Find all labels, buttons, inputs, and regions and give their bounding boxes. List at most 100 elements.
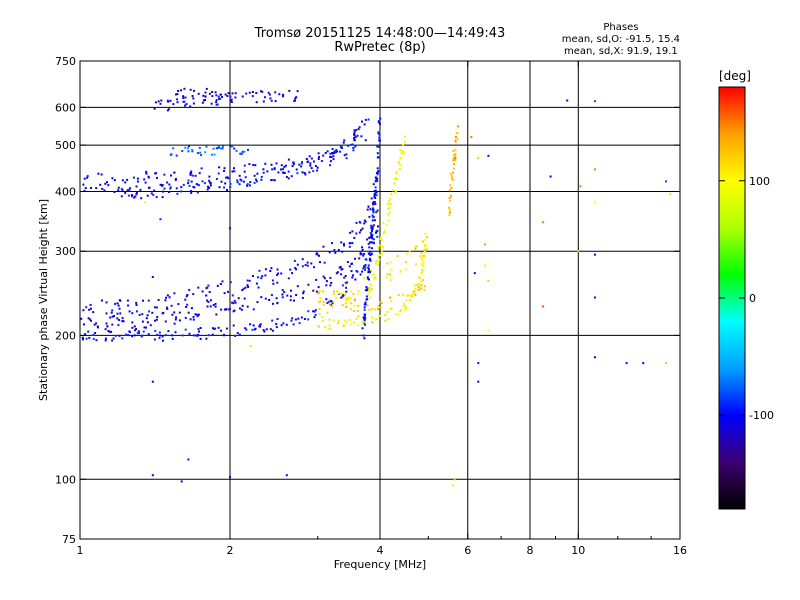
echo-point: [89, 303, 92, 306]
echo-point: [211, 91, 214, 93]
echo-point: [131, 312, 134, 315]
echo-point: [337, 292, 340, 295]
echo-point: [162, 190, 165, 193]
echo-point: [191, 174, 194, 177]
echo-point: [207, 334, 210, 337]
echo-point: [95, 322, 98, 325]
echo-point: [180, 186, 183, 189]
echo-point: [365, 295, 368, 298]
echo-point: [403, 308, 406, 311]
echo-point: [281, 296, 284, 299]
echo-point: [184, 96, 187, 99]
echo-point: [83, 189, 86, 192]
echo-point: [453, 478, 456, 481]
echo-point: [396, 255, 399, 258]
echo-point: [255, 180, 258, 183]
echo-point: [487, 279, 490, 282]
echo-point: [420, 280, 422, 283]
echo-point: [87, 330, 90, 333]
echo-point: [161, 312, 164, 315]
echo-point: [452, 157, 455, 160]
echo-point: [296, 172, 299, 175]
echo-point: [210, 153, 213, 156]
echo-point: [371, 227, 374, 230]
echo-point: [111, 309, 114, 312]
echo-point: [353, 129, 356, 132]
echo-point: [423, 248, 426, 251]
echo-point: [421, 268, 423, 271]
echo-point: [258, 269, 261, 272]
echo-point: [368, 286, 371, 289]
echo-point: [185, 306, 188, 308]
echo-point: [367, 271, 370, 274]
echo-point: [234, 335, 237, 337]
echo-point: [347, 144, 350, 147]
echo-point: [386, 310, 389, 313]
echo-point: [342, 325, 345, 328]
echo-point: [189, 173, 192, 176]
echo-point: [353, 299, 356, 302]
echo-point: [138, 332, 140, 335]
echo-point: [157, 100, 160, 103]
echo-point: [364, 317, 367, 320]
echo-point: [298, 322, 301, 325]
echo-point: [367, 264, 370, 267]
echo-point: [270, 294, 273, 297]
echo-point: [248, 279, 251, 282]
echo-point: [208, 179, 210, 182]
echo-point: [111, 315, 114, 318]
echo-point: [381, 252, 384, 255]
echo-point: [116, 302, 119, 305]
echo-point: [370, 230, 373, 233]
echo-point: [417, 286, 420, 289]
echo-point: [312, 310, 315, 313]
echo-point: [355, 129, 358, 132]
echo-point: [343, 242, 345, 245]
echo-point: [82, 338, 84, 341]
echo-point: [301, 171, 304, 174]
echo-point: [231, 92, 234, 95]
echo-point: [227, 290, 229, 293]
echo-point: [345, 298, 348, 301]
echo-point: [324, 152, 327, 154]
echo-point: [274, 100, 277, 103]
stats-label: Phases: [603, 22, 639, 33]
echo-point: [451, 176, 454, 179]
echo-point: [370, 247, 373, 250]
echo-point: [323, 261, 326, 264]
echo-point: [379, 254, 382, 256]
echo-point: [395, 172, 398, 175]
echo-point: [133, 196, 136, 199]
echo-point: [448, 207, 451, 210]
echo-point: [187, 458, 190, 461]
echo-point: [370, 269, 373, 272]
echo-point: [372, 273, 375, 275]
echo-point: [329, 155, 332, 158]
echo-point: [254, 164, 257, 167]
echo-point: [353, 304, 356, 307]
echo-point: [665, 180, 667, 183]
echo-point: [185, 295, 188, 298]
echo-point: [383, 231, 386, 234]
echo-point: [309, 162, 312, 165]
echo-point: [364, 139, 367, 142]
echo-point: [386, 273, 389, 276]
echo-point: [177, 303, 180, 306]
echo-point: [251, 328, 254, 331]
echo-point: [352, 310, 355, 312]
echo-point: [169, 186, 172, 189]
echo-point: [379, 301, 382, 304]
echo-point: [290, 175, 293, 178]
echo-point: [104, 339, 107, 342]
echo-point: [131, 321, 134, 324]
echo-point: [241, 289, 244, 292]
echo-point: [387, 318, 390, 321]
echo-point: [397, 160, 400, 163]
echo-point: [306, 160, 309, 163]
echo-point: [347, 298, 350, 301]
echo-point: [374, 277, 377, 280]
echo-point: [348, 245, 351, 248]
echo-point: [81, 336, 84, 339]
echo-point: [300, 165, 302, 168]
echo-point: [95, 339, 98, 342]
